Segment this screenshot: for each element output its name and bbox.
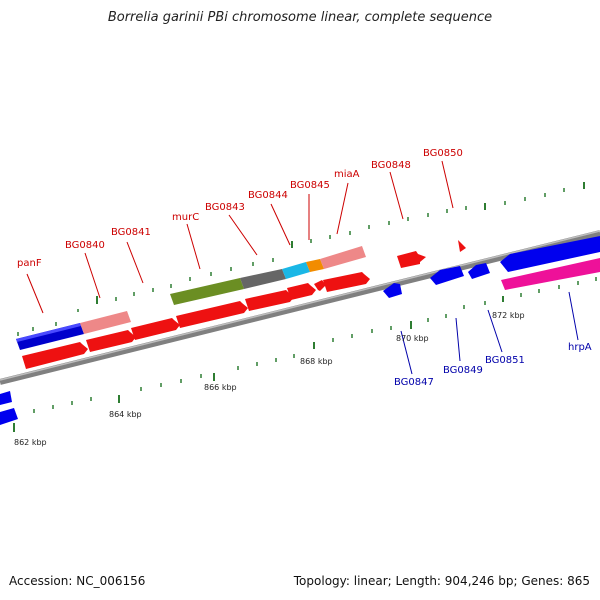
label-BG0851: BG0851: [485, 355, 525, 366]
label-miaA: miaA: [334, 169, 360, 180]
scale-label-872: 872 kbp: [492, 311, 525, 320]
genome-summary-text: Topology: linear; Length: 904,246 bp; Ge…: [293, 574, 590, 588]
gene-BG0840-shape[interactable]: [80, 311, 131, 334]
callout-lines-reverse: [400, 291, 579, 375]
label-BG0845: BG0845: [290, 180, 330, 191]
label-panF: panF: [17, 258, 42, 269]
chromosome-backbone: [0, 230, 600, 385]
forward-arrows-row: [0, 272, 370, 425]
chart-title: Borrelia garinii PBi chromosome linear, …: [107, 10, 493, 25]
label-BG0849: BG0849: [443, 365, 483, 376]
gene-hrpA-shape[interactable]: [501, 258, 600, 290]
gene-BG0848-shape[interactable]: [397, 251, 426, 268]
gene-BG0844-shape[interactable]: [282, 262, 310, 279]
label-BG0844: BG0844: [248, 190, 288, 201]
lower-tick-track: [13, 277, 597, 432]
callout-lines-forward: [26, 160, 454, 314]
accession-text: Accession: NC_006156: [9, 574, 146, 588]
upper-tick-track: [17, 182, 585, 336]
label-murC: murC: [172, 212, 199, 223]
label-hrpA: hrpA: [568, 342, 592, 353]
label-BG0848: BG0848: [371, 160, 411, 171]
label-BG0843: BG0843: [205, 202, 245, 213]
gene-miaA-shape[interactable]: [320, 246, 366, 269]
gene-BG0850-shape[interactable]: [458, 240, 466, 252]
gene-BG0847-shape[interactable]: [383, 283, 402, 298]
label-BG0847: BG0847: [394, 377, 434, 388]
gene-panF-shape[interactable]: [16, 323, 84, 350]
gene-BG0851-shape[interactable]: [468, 263, 490, 279]
scale-label-870: 870 kbp: [396, 334, 429, 343]
gene-BG0849-shape[interactable]: [430, 266, 464, 285]
scale-label-864: 864 kbp: [109, 410, 142, 419]
gene-hrpA-upper-shape[interactable]: [500, 236, 600, 272]
scale-label-866: 866 kbp: [204, 383, 237, 392]
label-BG0840: BG0840: [65, 240, 105, 251]
label-BG0841: BG0841: [111, 227, 151, 238]
scale-label-868: 868 kbp: [300, 357, 333, 366]
gene-BG0843-shape[interactable]: [240, 269, 286, 289]
scale-label-862: 862 kbp: [14, 438, 47, 447]
gene-murC-shape[interactable]: [170, 278, 244, 305]
label-BG0850: BG0850: [423, 148, 463, 159]
gene-BG0845-shape[interactable]: [306, 259, 324, 272]
